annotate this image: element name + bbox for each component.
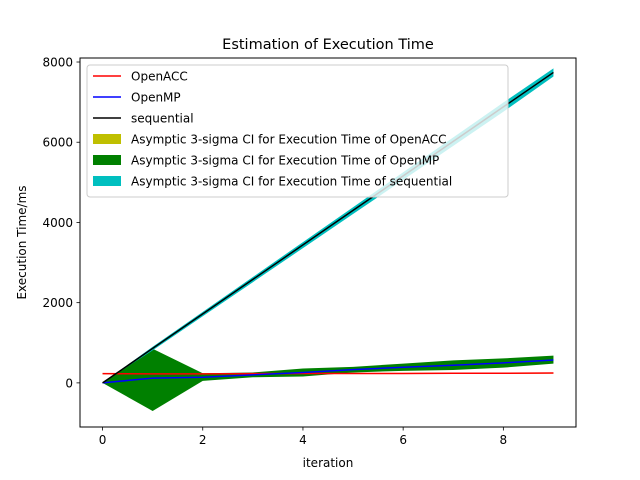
x-tick-label: 0 (99, 433, 107, 447)
legend-label: Asymptic 3-sigma CI for Execution Time o… (131, 133, 446, 147)
x-tick-label: 6 (399, 433, 407, 447)
legend-patch-band-1 (93, 134, 121, 144)
chart-title: Estimation of Execution Time (222, 37, 434, 53)
x-tick-label: 2 (199, 433, 207, 447)
series-line-openmp (102, 359, 554, 384)
legend-label: Asymptic 3-sigma CI for Execution Time o… (131, 175, 452, 189)
y-axis-ticks: 0 2000 4000 6000 8000 (42, 56, 80, 390)
y-axis-label: Execution Time/ms (15, 185, 29, 299)
x-axis-ticks: 0 2 4 6 8 (99, 427, 507, 447)
y-tick-label: 2000 (42, 296, 73, 310)
legend-box (86, 64, 509, 198)
plot-frame (79, 57, 577, 428)
legend-label: OpenMP (131, 91, 181, 105)
y-tick-label: 8000 (42, 56, 73, 70)
x-tick-label: 4 (299, 433, 307, 447)
y-tick-label: 4000 (42, 216, 73, 230)
legend-patch-band-3 (93, 176, 121, 186)
y-tick-label: 6000 (42, 136, 73, 150)
x-axis-label: iteration (303, 456, 354, 470)
legend-label: OpenACC (131, 70, 188, 84)
legend-label: Asymptic 3-sigma CI for Execution Time o… (131, 154, 439, 168)
legend-patch-band-2 (93, 155, 121, 165)
ci-band-2 (102, 348, 554, 411)
legend: OpenACC OpenMP sequential Asymptic 3-sigma … (86, 64, 509, 198)
legend-label: sequential (131, 112, 194, 126)
x-tick-label: 8 (500, 433, 508, 447)
y-tick-label: 0 (65, 376, 73, 390)
series-line-openacc (102, 372, 554, 375)
